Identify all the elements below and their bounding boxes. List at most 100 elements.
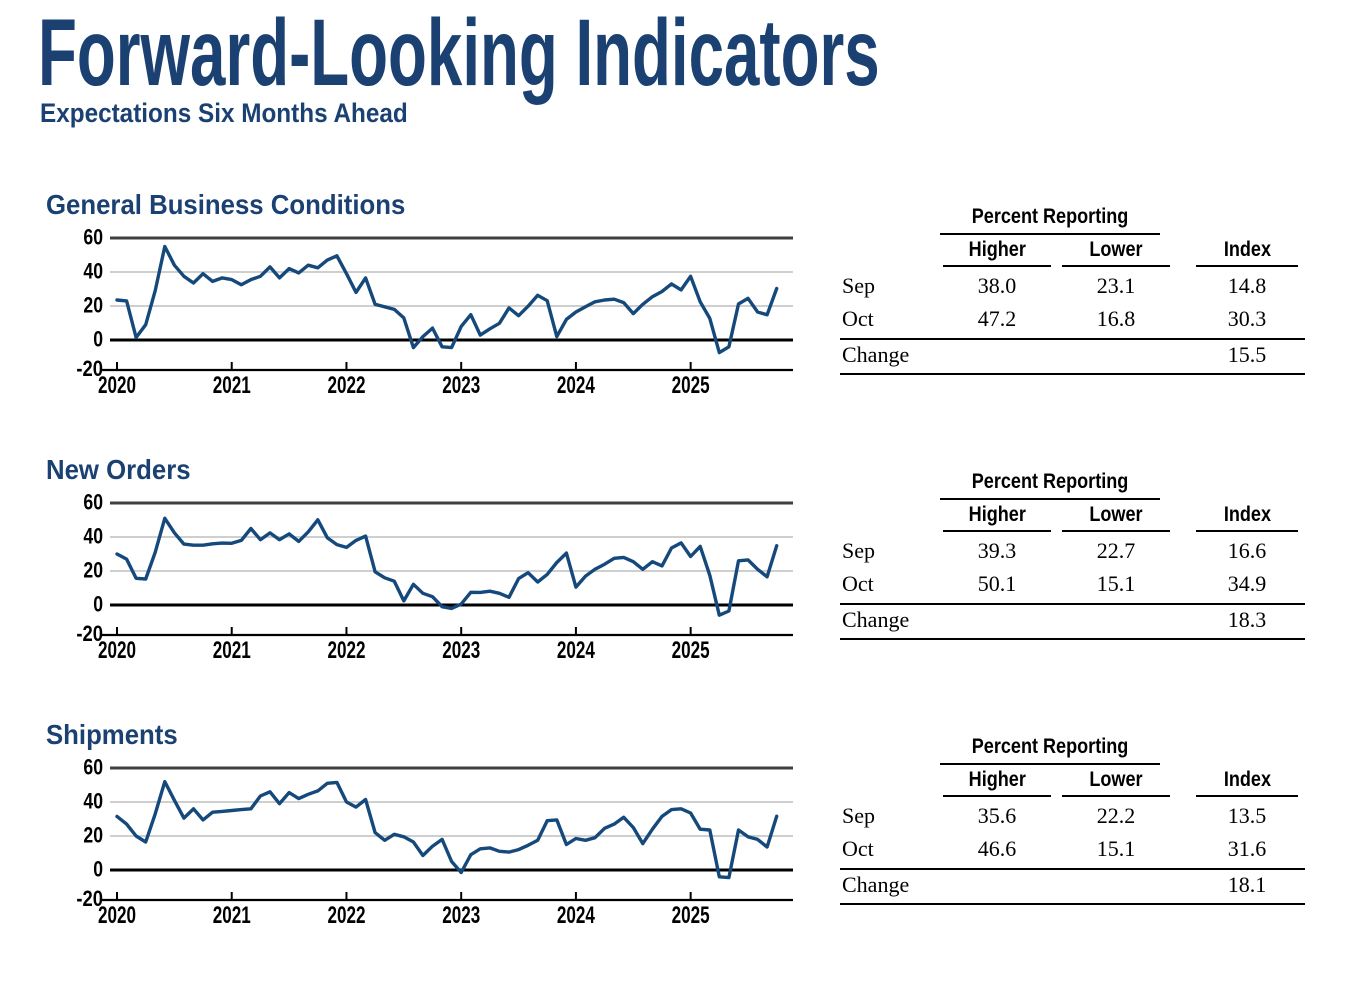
oct-index-value: 31.6 — [1227, 836, 1267, 861]
svg-text:2025: 2025 — [672, 902, 710, 929]
higher-column-header: Higher — [943, 238, 1051, 267]
svg-text:2021: 2021 — [213, 372, 251, 399]
svg-text:20: 20 — [83, 823, 103, 848]
oct-higher-value: 47.2 — [977, 306, 1017, 331]
table-rule — [840, 638, 1305, 640]
index-label: Index — [1223, 238, 1271, 261]
higher-label: Higher — [968, 238, 1026, 261]
svg-text:40: 40 — [83, 524, 103, 549]
svg-text:2024: 2024 — [557, 902, 595, 929]
row-label-sep: Sep — [842, 273, 875, 298]
lower-label: Lower — [1089, 768, 1143, 791]
oct-lower-value: 15.1 — [1096, 571, 1136, 596]
new-orders-table: Percent Reporting Higher Lower Index Sep… — [840, 470, 1305, 640]
svg-text:2022: 2022 — [327, 372, 365, 399]
row-label-change: Change — [842, 607, 910, 632]
svg-text:0: 0 — [93, 592, 103, 617]
change-index-value: 15.5 — [1227, 342, 1267, 367]
svg-text:2020: 2020 — [98, 902, 136, 929]
oct-index-value: 30.3 — [1227, 306, 1267, 331]
index-column-header: Index — [1196, 768, 1298, 797]
group-header-label: Percent Reporting — [971, 735, 1129, 758]
table-rule — [840, 373, 1305, 375]
svg-text:2020: 2020 — [98, 372, 136, 399]
group-header-label: Percent Reporting — [971, 205, 1129, 228]
higher-column-header: Higher — [943, 768, 1051, 797]
sep-index-value: 14.8 — [1227, 273, 1267, 298]
oct-index-value: 34.9 — [1227, 571, 1267, 596]
oct-lower-value: 16.8 — [1096, 306, 1136, 331]
shipments-chart: 2020 2021 2022 2023 2024 2025 60 40 20 0 -20 — [76, 755, 793, 929]
percent-reporting-group-header: Percent Reporting — [940, 735, 1160, 765]
table-rule — [840, 868, 1305, 870]
svg-text:0: 0 — [93, 857, 103, 882]
sep-index-value: 16.6 — [1227, 538, 1267, 563]
row-label-oct: Oct — [842, 306, 874, 331]
index-label: Index — [1223, 768, 1271, 791]
svg-text:2022: 2022 — [327, 902, 365, 929]
page-title: Forward-Looking Indicators — [38, 0, 880, 106]
svg-text:60: 60 — [83, 490, 103, 515]
lower-label: Lower — [1089, 503, 1143, 526]
svg-text:2025: 2025 — [672, 637, 710, 664]
index-label: Index — [1223, 503, 1271, 526]
general-business-conditions-table: Percent Reporting Higher Lower Index Sep… — [840, 205, 1305, 375]
svg-text:-20: -20 — [76, 621, 103, 646]
change-index-value: 18.3 — [1227, 607, 1267, 632]
svg-text:2021: 2021 — [213, 637, 251, 664]
page-subtitle: Expectations Six Months Ahead — [40, 98, 408, 128]
row-label-sep: Sep — [842, 803, 875, 828]
sep-lower-value: 22.2 — [1096, 803, 1136, 828]
svg-text:2024: 2024 — [557, 372, 595, 399]
sep-higher-value: 35.6 — [977, 803, 1017, 828]
group-header-label: Percent Reporting — [971, 470, 1129, 493]
svg-text:20: 20 — [83, 558, 103, 583]
oct-higher-value: 50.1 — [977, 571, 1017, 596]
lower-column-header: Lower — [1062, 768, 1170, 797]
svg-text:60: 60 — [83, 755, 103, 780]
higher-label: Higher — [968, 503, 1026, 526]
sep-lower-value: 22.7 — [1096, 538, 1136, 563]
svg-text:2023: 2023 — [442, 372, 480, 399]
lower-label: Lower — [1089, 238, 1143, 261]
shipments-table: Percent Reporting Higher Lower Index Sep… — [840, 735, 1305, 905]
oct-higher-value: 46.6 — [977, 836, 1017, 861]
svg-text:2020: 2020 — [98, 637, 136, 664]
row-label-oct: Oct — [842, 836, 874, 861]
table-rule — [840, 903, 1305, 905]
svg-text:60: 60 — [83, 225, 103, 250]
percent-reporting-group-header: Percent Reporting — [940, 470, 1160, 500]
percent-reporting-group-header: Percent Reporting — [940, 205, 1160, 235]
section-general-business-conditions: General Business Conditions 2020 2021 2022… — [0, 189, 1364, 458]
oct-lower-value: 15.1 — [1096, 836, 1136, 861]
svg-text:-20: -20 — [76, 886, 103, 911]
svg-text:40: 40 — [83, 259, 103, 284]
sep-higher-value: 39.3 — [977, 538, 1017, 563]
general-business-conditions-chart: 2020 2021 2022 2023 2024 2025 60 40 20 0 -20 — [76, 225, 793, 399]
svg-text:2022: 2022 — [327, 637, 365, 664]
row-label-change: Change — [842, 342, 910, 367]
sep-lower-value: 23.1 — [1096, 273, 1136, 298]
table-rule — [840, 603, 1305, 605]
sep-higher-value: 38.0 — [977, 273, 1017, 298]
svg-text:2024: 2024 — [557, 637, 595, 664]
change-index-value: 18.1 — [1227, 872, 1267, 897]
index-column-header: Index — [1196, 238, 1298, 267]
section-new-orders: New Orders 2020 2021 2022 2023 2024 2025 60 40 2… — [0, 454, 1364, 723]
svg-text:40: 40 — [83, 789, 103, 814]
lower-column-header: Lower — [1062, 238, 1170, 267]
section-title-general-business-conditions: General Business Conditions — [46, 189, 406, 220]
svg-text:2023: 2023 — [442, 637, 480, 664]
sep-index-value: 13.5 — [1227, 803, 1267, 828]
index-column-header: Index — [1196, 503, 1298, 532]
lower-column-header: Lower — [1062, 503, 1170, 532]
svg-text:20: 20 — [83, 293, 103, 318]
new-orders-chart: 2020 2021 2022 2023 2024 2025 60 40 20 0 -20 — [76, 490, 793, 664]
higher-column-header: Higher — [943, 503, 1051, 532]
svg-text:2021: 2021 — [213, 902, 251, 929]
section-title-shipments: Shipments — [46, 719, 178, 750]
higher-label: Higher — [968, 768, 1026, 791]
table-rule — [840, 338, 1305, 340]
svg-text:-20: -20 — [76, 356, 103, 381]
